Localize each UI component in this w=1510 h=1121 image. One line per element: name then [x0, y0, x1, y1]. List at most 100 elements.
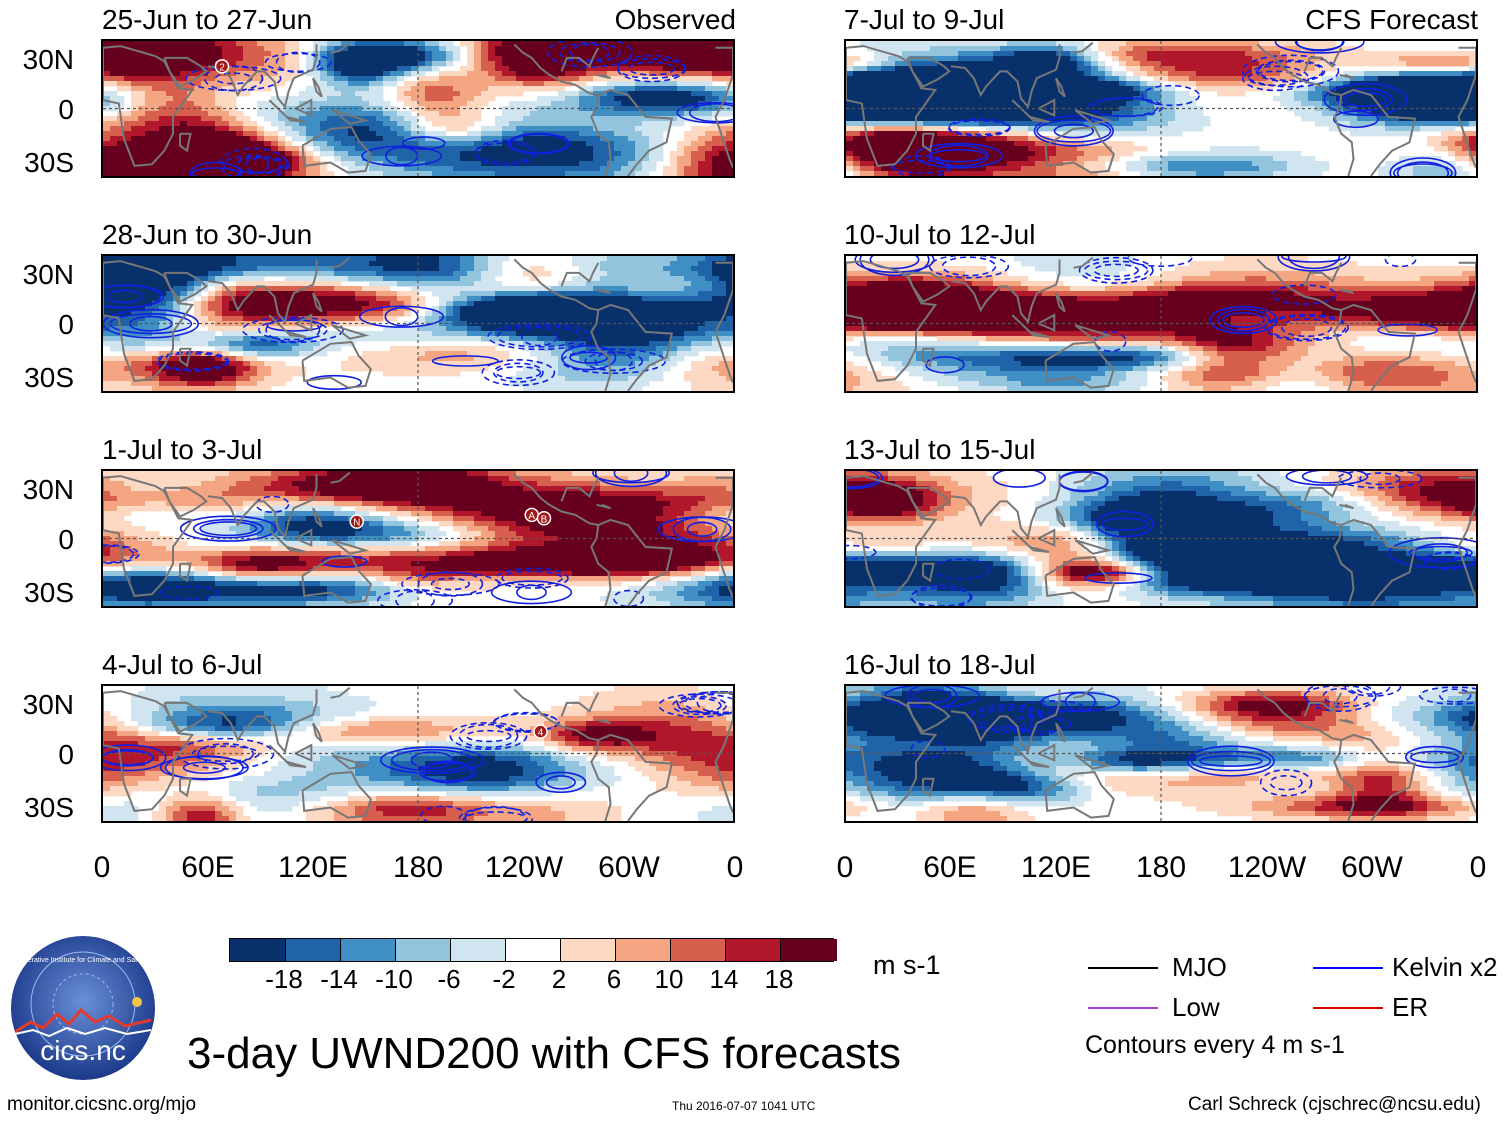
colorbar-swatch-3 — [395, 939, 452, 961]
colorbar-swatch-5 — [505, 939, 562, 961]
storm-marker-B: B — [536, 511, 552, 526]
map-obs1: 2 — [103, 41, 733, 176]
coastlines-obs4 — [103, 686, 733, 821]
lat-tick-30n-row4: 30N — [22, 689, 74, 720]
wind-field-fc1 — [846, 41, 1476, 176]
colorbar-label-0: -18 — [265, 964, 303, 994]
colorbar-swatch-7 — [615, 939, 672, 961]
lon-tick-right-60e: 60E — [923, 851, 977, 884]
lon-tick-right-120w: 120W — [1227, 851, 1307, 884]
storm-marker-2: 2 — [214, 59, 230, 74]
coastlines-fc3 — [846, 471, 1476, 606]
lat-tick-0-row4: 0 — [58, 739, 74, 770]
lat-tick-30n-row2: 30N — [22, 259, 74, 290]
map-panel-obs4: 4 — [101, 684, 735, 823]
kelvin-contours-fc4 — [884, 686, 1476, 797]
logo-ring-text: Cooperative Institute for Climate and Sa… — [11, 957, 155, 964]
colorbar-swatch-1 — [285, 939, 342, 961]
lon-tick-right-0-end: 0 — [1469, 851, 1487, 884]
panel-title-obs1: 25-Jun to 27-Jun — [102, 4, 313, 35]
footer-timestamp: Thu 2016-07-07 1041 UTC — [672, 1099, 816, 1113]
lat-tick-0-row1: 0 — [58, 94, 74, 125]
wind-field-fc4 — [846, 686, 1476, 821]
kelvin-contours-fc3 — [846, 471, 1476, 606]
colorbar-label-2: -10 — [375, 964, 413, 994]
legend-label-er: ER — [1392, 992, 1429, 1022]
lat-tick-30s-row1: 30S — [24, 147, 74, 178]
wind-field-fc3 — [846, 471, 1476, 606]
lon-tick-left-60e: 60E — [181, 851, 235, 884]
colorbar-label-3: -6 — [437, 964, 461, 994]
panel-tag-observed: Observed — [614, 4, 736, 35]
coastlines-fc4 — [846, 686, 1476, 821]
lat-tick-30s-row4: 30S — [24, 792, 74, 823]
footer-left: monitor.cicsnc.org/mjo — [7, 1094, 197, 1115]
map-fc2 — [846, 256, 1476, 391]
lon-tick-right-180: 180 — [1135, 851, 1187, 884]
cics-logo: cics.nc Cooperative Institute for Climat… — [9, 934, 157, 1082]
lon-tick-left-120e: 120E — [277, 851, 349, 884]
lat-tick-0-row3: 0 — [58, 524, 74, 555]
lat-tick-30s-row3: 30S — [24, 577, 74, 608]
colorbar-label-4: -2 — [492, 964, 516, 994]
svg-text:2: 2 — [219, 62, 225, 73]
colorbar-swatch-4 — [450, 939, 507, 961]
lon-tick-left-0: 0 — [93, 851, 111, 884]
map-obs3: N A B — [103, 471, 733, 606]
footer-right: Carl Schreck (cjschrec@ncsu.edu) — [1188, 1094, 1481, 1115]
lat-tick-0-row2: 0 — [58, 309, 74, 340]
lat-tick-30s-row2: 30S — [24, 362, 74, 393]
panel-title-fc3: 13-Jul to 15-Jul — [844, 434, 1036, 465]
panel-title-obs3: 1-Jul to 3-Jul — [102, 434, 263, 465]
colorbar — [229, 938, 837, 962]
lat-tick-30n-row3: 30N — [22, 474, 74, 505]
kelvin-contours-obs1 — [185, 41, 733, 176]
map-panel-fc4 — [844, 684, 1478, 823]
legend-label-kelvin: Kelvin x2 — [1392, 952, 1498, 982]
wind-field-fc2 — [846, 256, 1476, 391]
map-obs4: 4 — [103, 686, 733, 821]
storm-marker-4: 4 — [533, 724, 548, 739]
map-panel-obs2 — [101, 254, 735, 393]
map-panel-fc3 — [844, 469, 1478, 608]
lon-tick-left-0-end: 0 — [726, 851, 744, 884]
panel-tag-cfs-forecast: CFS Forecast — [1305, 4, 1478, 35]
lon-tick-right-120e: 120E — [1020, 851, 1092, 884]
legend-line-mjo — [1088, 967, 1158, 969]
panel-title-obs4: 4-Jul to 6-Jul — [102, 649, 263, 680]
map-fc4 — [846, 686, 1476, 821]
storm-marker-A: A — [524, 507, 539, 523]
panel-title-fc1: 7-Jul to 9-Jul — [844, 4, 1005, 35]
colorbar-swatch-0 — [230, 939, 286, 961]
legend-line-er — [1313, 1007, 1383, 1009]
main-title: 3-day UWND200 with CFS forecasts — [187, 1029, 901, 1078]
coastlines-obs2 — [103, 256, 733, 391]
map-panel-fc2 — [844, 254, 1478, 393]
wind-field-obs3 — [103, 471, 733, 606]
contour-note: Contours every 4 m s-1 — [1085, 1031, 1345, 1059]
logo-text: cics.nc — [40, 1035, 126, 1066]
lon-tick-right-0: 0 — [836, 851, 854, 884]
kelvin-contours-obs3 — [103, 471, 733, 606]
legend-line-kelvin — [1313, 967, 1383, 969]
colorbar-swatch-2 — [340, 939, 397, 961]
legend-label-mjo: MJO — [1172, 952, 1227, 982]
lat-tick-30n-row1: 30N — [22, 44, 74, 75]
coastlines-obs3 — [103, 471, 733, 606]
map-fc1 — [846, 41, 1476, 176]
colorbar-swatch-6 — [560, 939, 617, 961]
colorbar-label-5: 2 — [551, 964, 567, 994]
legend-label-low: Low — [1172, 992, 1220, 1022]
colorbar-label-9: 18 — [764, 964, 794, 994]
cics-logo-graphic: cics.nc Cooperative Institute for Climat… — [11, 936, 155, 1080]
colorbar-label-7: 10 — [654, 964, 684, 994]
lon-tick-left-180: 180 — [392, 851, 444, 884]
kelvin-contours-fc2 — [854, 256, 1438, 374]
colorbar-label-8: 14 — [709, 964, 739, 994]
colorbar-label-6: 6 — [606, 964, 622, 994]
colorbar-swatch-8 — [670, 939, 727, 961]
colorbar-label-1: -14 — [320, 964, 358, 994]
colorbar-swatch-9 — [725, 939, 782, 961]
units-label: m s-1 — [873, 950, 941, 980]
